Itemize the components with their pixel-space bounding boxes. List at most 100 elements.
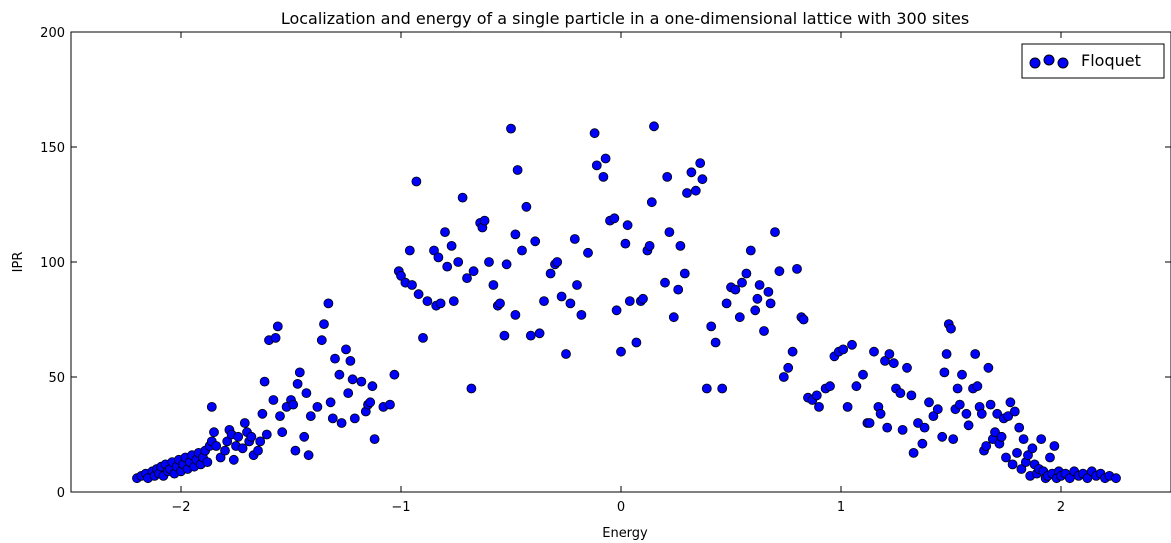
data-point (858, 369, 868, 380)
data-point (1003, 411, 1014, 422)
data-point (721, 298, 732, 309)
data-point (422, 296, 433, 307)
data-point (211, 441, 222, 451)
data-point (952, 383, 963, 394)
x-tick-label: −2 (171, 500, 190, 515)
data-point (611, 305, 622, 316)
data-point (336, 418, 347, 428)
data-point (356, 376, 367, 387)
data-point (1016, 464, 1027, 474)
legend-marker-2 (1043, 54, 1055, 66)
data-point (275, 411, 285, 422)
data-point (976, 408, 987, 419)
data-point (488, 280, 499, 290)
data-point (913, 418, 923, 428)
chart-title: Localization and energy of a single part… (281, 9, 969, 28)
data-point (325, 397, 336, 408)
data-point (1111, 473, 1121, 484)
data-point (327, 413, 338, 424)
data-point (675, 240, 686, 251)
x-tick-label: 0 (617, 500, 625, 515)
data-point (1014, 422, 1025, 433)
data-point (946, 323, 956, 334)
data-point (622, 220, 633, 231)
x-tick-label: −1 (391, 500, 410, 515)
data-point (530, 236, 541, 247)
data-point (730, 284, 741, 295)
data-point (842, 401, 853, 412)
data-point (609, 213, 620, 224)
data-point (301, 388, 312, 399)
data-point (404, 245, 415, 256)
data-point (323, 298, 334, 309)
data-point (737, 277, 747, 288)
data-point (983, 362, 994, 373)
data-point (521, 201, 532, 212)
data-point (499, 330, 510, 341)
data-point (220, 445, 230, 456)
data-point (644, 240, 655, 251)
data-point (418, 332, 428, 343)
data-point (996, 431, 1007, 442)
data-point (741, 268, 752, 279)
data-point (233, 431, 244, 442)
data-point (545, 268, 556, 279)
data-point (884, 349, 895, 359)
data-point (939, 367, 950, 378)
data-point (246, 431, 257, 442)
data-point (576, 309, 587, 320)
data-point (288, 399, 299, 410)
data-point (510, 229, 521, 240)
data-point (253, 445, 263, 456)
data-point (312, 401, 323, 412)
data-point (851, 381, 862, 392)
data-point (682, 188, 692, 198)
scatter-points (132, 121, 1121, 484)
data-point (811, 390, 822, 401)
data-point (638, 293, 648, 304)
data-point (294, 367, 305, 378)
data-point (954, 399, 965, 410)
data-point (646, 197, 657, 208)
data-point (206, 401, 217, 412)
data-point (1036, 434, 1047, 445)
data-point (367, 381, 378, 392)
data-point (411, 176, 422, 187)
data-point (330, 353, 340, 364)
data-point (369, 434, 380, 445)
data-point (948, 434, 959, 445)
data-point (897, 424, 908, 435)
y-axis-label: IPR (11, 252, 26, 273)
data-point (396, 270, 406, 281)
data-point (277, 427, 288, 438)
data-point (847, 339, 857, 350)
data-point (869, 346, 879, 357)
data-point (600, 153, 611, 164)
data-point (710, 337, 721, 348)
data-point (631, 337, 642, 348)
data-point (347, 374, 358, 385)
data-point (662, 171, 673, 182)
y-tick-label: 50 (48, 371, 65, 386)
data-point (1012, 447, 1022, 458)
data-point (407, 280, 417, 290)
data-point (448, 296, 459, 307)
data-point (303, 450, 314, 461)
data-point (561, 349, 571, 359)
y-tick-label: 150 (40, 141, 65, 156)
y-tick-label: 200 (40, 26, 65, 41)
data-point (825, 381, 835, 392)
data-point (624, 296, 635, 307)
data-point (598, 171, 609, 182)
data-point (1045, 452, 1055, 463)
data-point (882, 422, 893, 433)
data-point (270, 332, 281, 343)
data-point (316, 335, 327, 346)
data-point (572, 280, 582, 290)
data-point (668, 312, 679, 323)
data-point (534, 328, 545, 339)
data-point (517, 245, 527, 256)
data-point (239, 418, 250, 428)
data-point (591, 160, 602, 171)
data-point (512, 165, 523, 175)
